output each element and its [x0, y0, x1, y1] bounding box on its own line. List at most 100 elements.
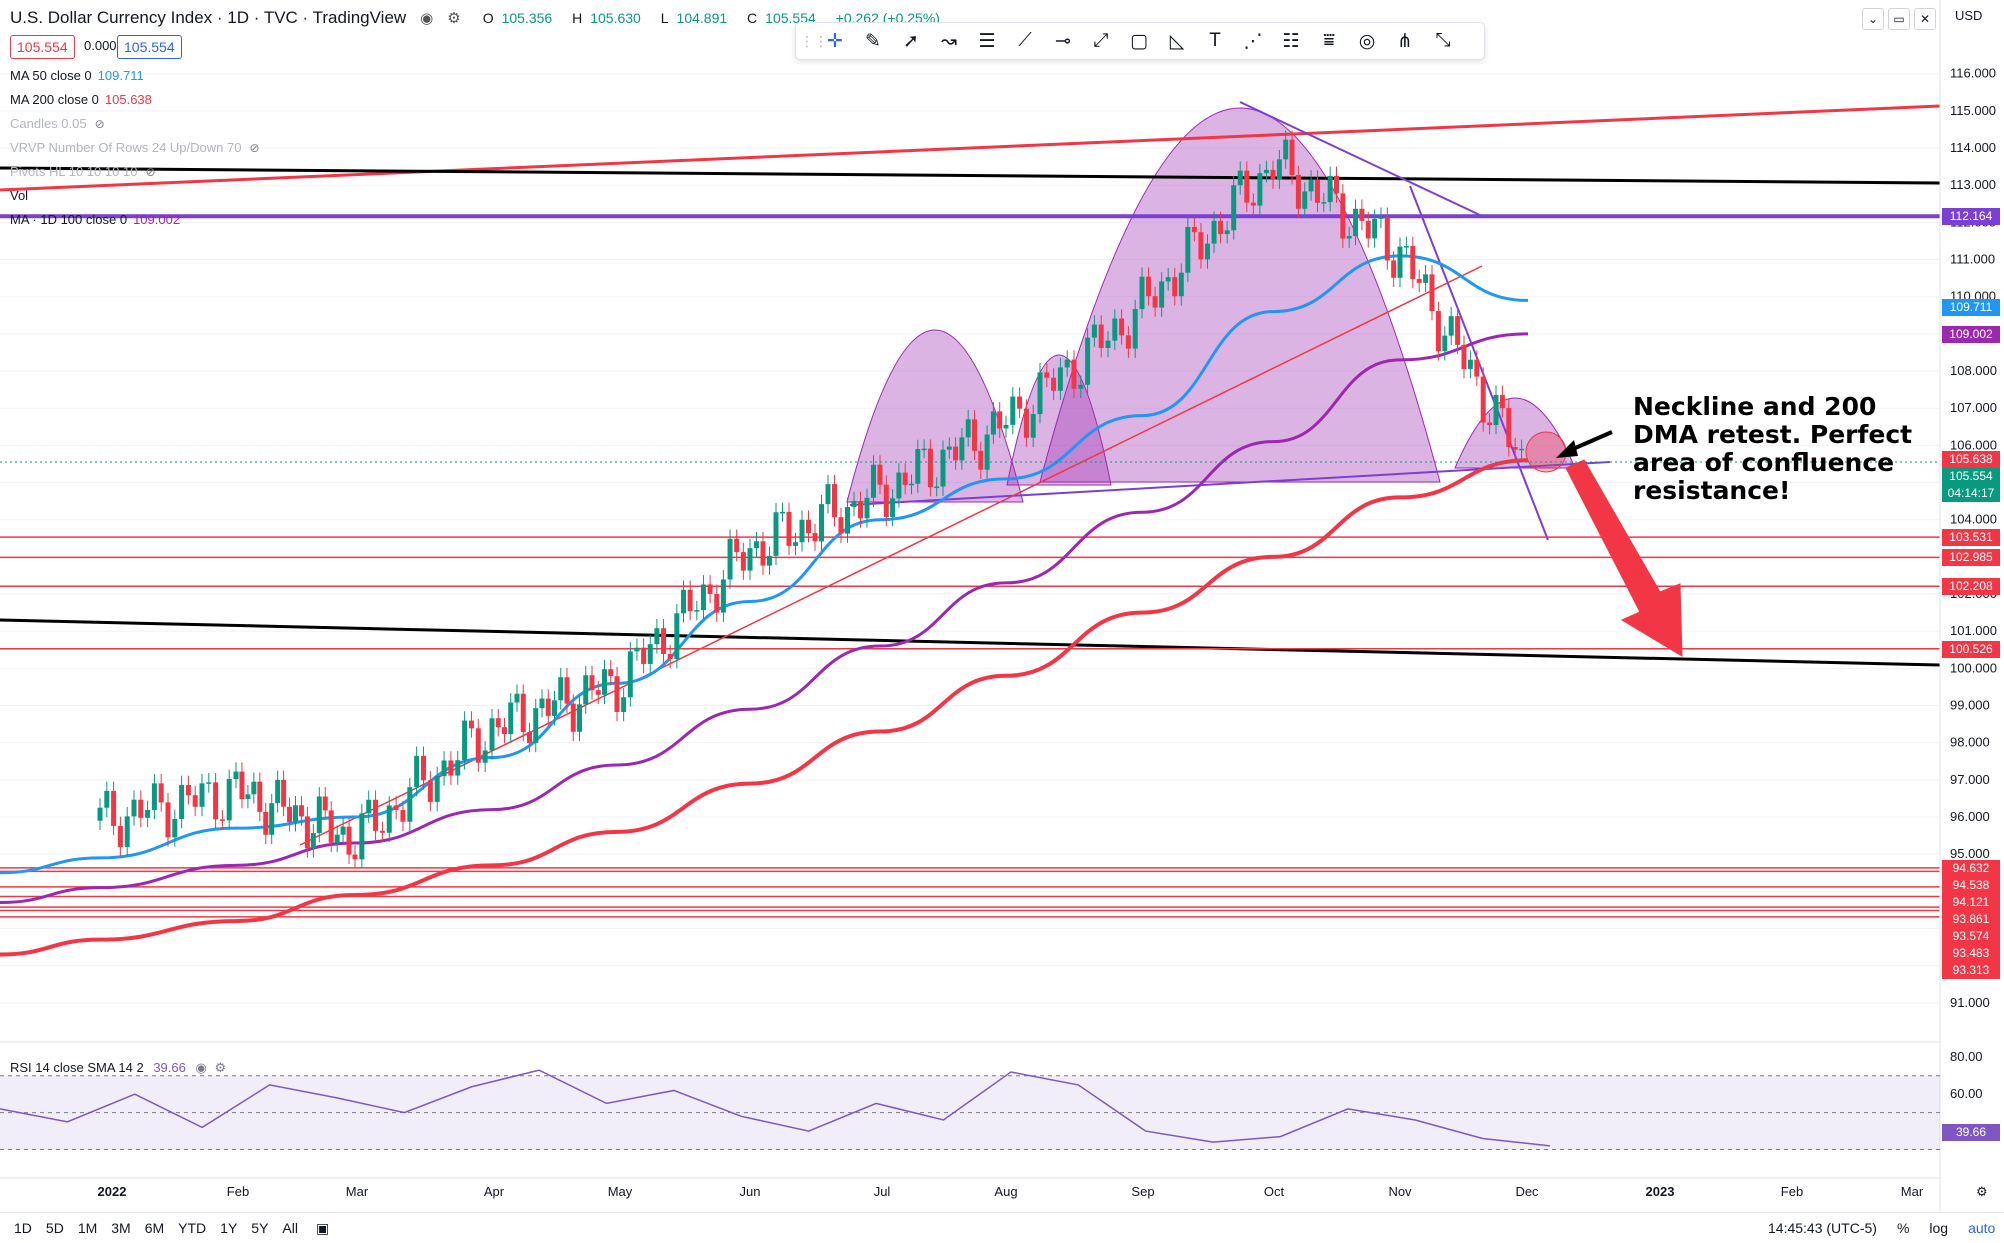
path-icon[interactable]: ↝ — [941, 30, 957, 52]
projection-icon[interactable]: ⋰ — [1243, 30, 1263, 52]
candle-body — [489, 718, 495, 751]
candle-body — [740, 552, 746, 571]
indicator-row[interactable]: Vol — [10, 188, 28, 203]
candle-body — [427, 780, 433, 802]
close-icon[interactable]: ✕ — [1914, 8, 1936, 30]
candle-body — [760, 541, 766, 566]
candle-body — [482, 750, 488, 763]
candle-body — [654, 628, 660, 645]
chart-annotation[interactable]: Neckline and 200 DMA retest. Perfect are… — [1633, 392, 1913, 505]
price-tag: 94.538 — [1942, 876, 2000, 894]
ray-icon[interactable]: ⤢ — [1093, 30, 1109, 51]
range-button-1m[interactable]: 1M — [77, 1220, 98, 1236]
pitchfork-icon[interactable]: ⋔ — [1397, 30, 1413, 52]
candle-body — [1321, 202, 1327, 204]
candle-body — [304, 816, 310, 849]
candle-body — [978, 450, 984, 470]
candle-body — [233, 771, 239, 779]
text-icon[interactable]: T — [1209, 30, 1221, 51]
percent-toggle[interactable]: % — [1896, 1220, 1910, 1236]
range-button-6m[interactable]: 6M — [144, 1220, 165, 1236]
eye-icon[interactable]: ◉ — [420, 10, 434, 27]
indicator-row[interactable]: VRVP Number Of Rows 24 Up/Down 70 ⊘ — [10, 140, 260, 155]
candle-body — [793, 542, 798, 546]
rectangle-icon[interactable]: ▢ — [1130, 30, 1148, 52]
indicator-row[interactable]: Pivots HL 10 10 10 10 ⊘ — [10, 164, 156, 179]
candle-body — [1119, 318, 1125, 336]
indicator-value: 105.638 — [104, 92, 152, 107]
candle-body — [1244, 170, 1250, 203]
sell-price[interactable]: 105.554 — [10, 35, 75, 59]
currency-selector[interactable]: USD — [1955, 8, 1983, 23]
price-tag: 105.554 — [1942, 467, 2000, 485]
black-trendline — [0, 618, 1941, 667]
range-button-1y[interactable]: 1Y — [220, 1220, 238, 1236]
ma-line-3 — [0, 332, 1529, 904]
log-toggle[interactable]: log — [1929, 1220, 1949, 1236]
candle-body — [1480, 376, 1486, 423]
indicator-name: VRVP Number Of Rows 24 Up/Down 70 — [10, 140, 242, 155]
time-label: Feb — [1781, 1184, 1803, 1199]
trend-line-icon[interactable]: ⟋ — [1018, 30, 1032, 51]
crosshair-icon[interactable]: ✛ — [827, 30, 843, 52]
fib-channel-icon[interactable]: ⩸ — [1323, 30, 1335, 51]
triangle-icon[interactable]: ◺ — [1169, 30, 1185, 52]
horizontal-line-icon[interactable]: ⊸ — [1055, 30, 1071, 52]
range-button-3m[interactable]: 3M — [111, 1220, 131, 1236]
candle-body — [213, 782, 219, 820]
candle-body — [1023, 408, 1029, 438]
candle-body — [1078, 384, 1084, 389]
buy-price[interactable]: 105.554 — [117, 35, 182, 59]
range-button-ytd[interactable]: YTD — [178, 1220, 207, 1236]
auto-toggle[interactable]: auto — [1968, 1220, 1996, 1236]
hidden-eye-icon: ⊘ — [145, 165, 156, 179]
candle-body — [780, 511, 785, 514]
candle-body — [1098, 324, 1104, 349]
maximize-icon[interactable]: ▭ — [1888, 8, 1910, 30]
price-tick-label: 107.000 — [1950, 400, 1997, 415]
indicator-row[interactable]: MA 50 close 0 109.711 — [10, 68, 144, 83]
clock: 14:45:43 (UTC-5) — [1768, 1220, 1877, 1236]
pattern-drawings — [0, 101, 1941, 846]
price-tag: 93.861 — [1942, 910, 2000, 928]
indicator-row[interactable]: MA · 1D 100 close 0 109.002 — [10, 212, 180, 227]
arrow-icon[interactable]: ➚ — [903, 30, 919, 52]
circle-icon[interactable]: ◎ — [1358, 30, 1376, 52]
candle-body — [1105, 340, 1111, 349]
candle-body — [953, 446, 959, 461]
candle-body — [1308, 179, 1314, 192]
candle-body — [117, 825, 123, 847]
candle-body — [1467, 359, 1473, 369]
candle-body — [1030, 414, 1036, 438]
measure-icon[interactable]: ⤡ — [1435, 30, 1451, 51]
candle-body — [754, 541, 759, 549]
indicator-row[interactable]: MA 200 close 0 105.638 — [10, 92, 152, 107]
candle-body — [877, 464, 883, 485]
rsi-line — [0, 1069, 1551, 1147]
candle-body — [269, 803, 275, 835]
date-range-icon[interactable]: ▣ — [315, 1219, 330, 1236]
price-tag: 109.711 — [1942, 299, 2000, 317]
settings-icon[interactable]: ⚙ — [447, 10, 461, 27]
range-button-1d[interactable]: 1D — [14, 1220, 32, 1236]
indicator-name: MA 50 close 0 — [10, 68, 92, 83]
candle-body — [1410, 246, 1416, 279]
retest-circle — [1525, 431, 1567, 473]
parallel-channel-icon[interactable]: ☰ — [978, 30, 996, 52]
collapse-icon[interactable]: ⌄ — [1862, 8, 1884, 30]
indicator-row[interactable]: Candles 0.05 ⊘ — [10, 116, 105, 131]
indicator-value: 109.711 — [97, 68, 144, 83]
grip-icon[interactable]: ⋮⋮ — [800, 32, 828, 49]
range-button-5y[interactable]: 5Y — [251, 1220, 269, 1236]
brush-icon[interactable]: ✎ — [865, 30, 881, 52]
symbol-title[interactable]: U.S. Dollar Currency Index · 1D · TVC · … — [10, 8, 407, 27]
fib-icon[interactable]: ☷ — [1282, 30, 1300, 52]
time-label: Nov — [1388, 1184, 1412, 1199]
candle-body — [934, 486, 940, 489]
time-axis: 2022 Feb Mar Apr May Jun Jul Aug Sep Oct Nov Dec 202… — [0, 1177, 1988, 1199]
range-button-all[interactable]: All — [282, 1220, 298, 1236]
pattern-dome — [1006, 354, 1112, 486]
range-button-5d[interactable]: 5D — [45, 1220, 64, 1236]
candle-body — [226, 778, 232, 821]
